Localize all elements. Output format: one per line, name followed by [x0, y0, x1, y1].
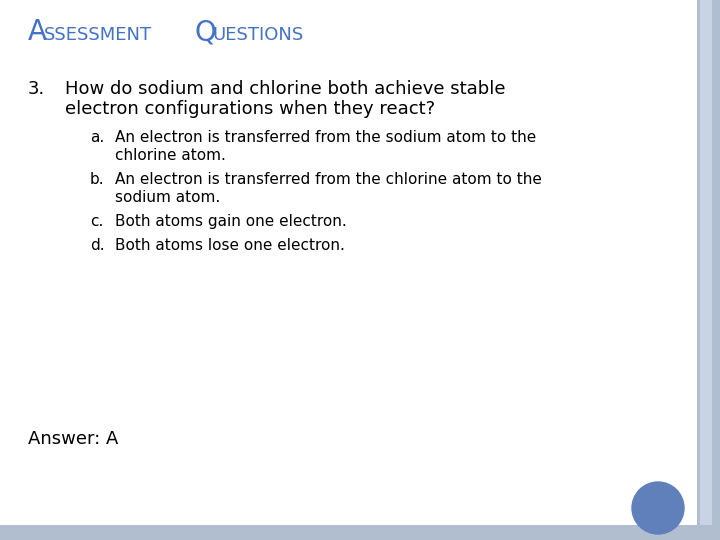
Bar [697, 0, 720, 540]
Text: Both atoms lose one electron.: Both atoms lose one electron. [115, 238, 345, 253]
Text: b.: b. [90, 172, 104, 187]
Circle shape [632, 482, 684, 534]
Text: Both atoms gain one electron.: Both atoms gain one electron. [115, 214, 347, 229]
Text: d.: d. [90, 238, 104, 253]
Text: chlorine atom.: chlorine atom. [115, 148, 226, 163]
Text: SSESSMENT: SSESSMENT [44, 26, 152, 44]
Text: sodium atom.: sodium atom. [115, 190, 220, 205]
Text: How do sodium and chlorine both achieve stable: How do sodium and chlorine both achieve … [65, 80, 505, 98]
Text: 3.: 3. [28, 80, 45, 98]
Text: UESTIONS: UESTIONS [212, 26, 303, 44]
Bar [700, 0, 712, 540]
Text: An electron is transferred from the chlorine atom to the: An electron is transferred from the chlo… [115, 172, 542, 187]
Text: Q: Q [194, 18, 216, 46]
Bar [0, 525, 720, 540]
Text: An electron is transferred from the sodium atom to the: An electron is transferred from the sodi… [115, 130, 536, 145]
Text: Answer: A: Answer: A [28, 430, 118, 448]
Text: c.: c. [90, 214, 104, 229]
Text: electron configurations when they react?: electron configurations when they react? [65, 100, 435, 118]
Text: A: A [28, 18, 47, 46]
Text: a.: a. [90, 130, 104, 145]
